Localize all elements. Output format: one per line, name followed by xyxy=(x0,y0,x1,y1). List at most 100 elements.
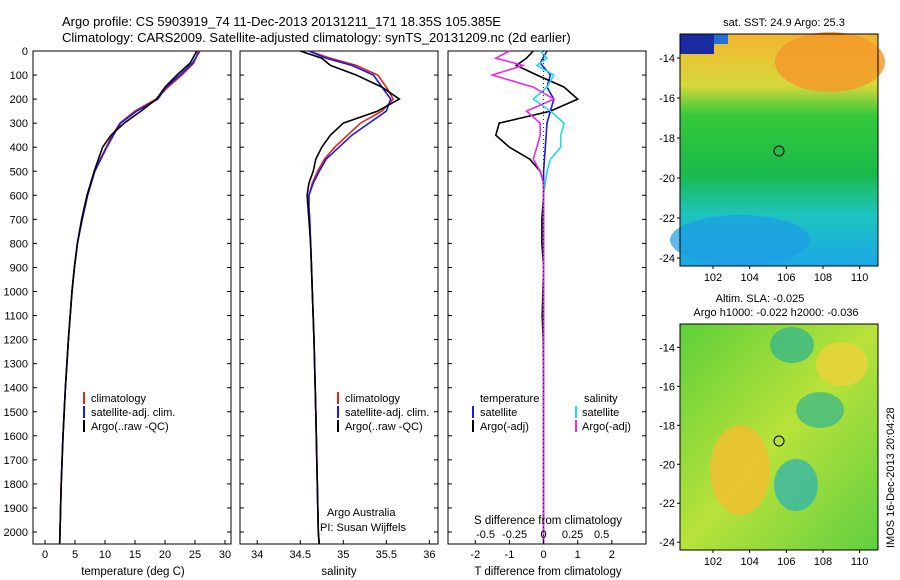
lat-tick-label: -24 xyxy=(659,537,675,549)
depth-tick-label: 100 xyxy=(10,70,28,82)
legend-temperature-title: temperature xyxy=(480,393,539,405)
lon-tick-label: 110 xyxy=(851,272,869,284)
lon-tick-label: 110 xyxy=(851,556,869,568)
salinity-profiles xyxy=(300,50,401,545)
depth-axis: 0 100 200 300 400 500 600 700 800 900 1000 1100 1200… xyxy=(4,46,646,539)
lon-tick-label: 102 xyxy=(704,272,722,284)
difference-profiles xyxy=(489,50,580,544)
sla-map xyxy=(679,323,879,551)
salinity-legend: climatology satellite-adj. clim. Argo(..… xyxy=(337,392,429,433)
x-tick-label: 35 xyxy=(337,549,349,561)
sla-map-title2: Argo h1000: -0.022 h2000: -0.036 xyxy=(693,307,858,319)
depth-tick-label: 900 xyxy=(10,262,28,274)
x-tick-label: 30 xyxy=(219,549,231,561)
lon-tick-label: 106 xyxy=(777,556,795,568)
header-line2: Climatology: CARS2009. Satellite-adjuste… xyxy=(62,30,571,45)
legend-s-satellite-label: satellite xyxy=(582,407,619,419)
legend-climatology-label: climatology xyxy=(345,393,401,405)
x-tick-label: 35.5 xyxy=(376,549,397,561)
depth-tick-label: 2000 xyxy=(4,527,28,539)
profile-line-2 xyxy=(58,50,198,545)
temperature-xticks: 0 5 10 15 20 25 30 xyxy=(42,540,231,561)
profile-line-1 xyxy=(308,50,392,545)
depth-tick-label: 1700 xyxy=(4,455,28,467)
depth-tick-label: 300 xyxy=(10,118,28,130)
sst-cold-corner xyxy=(680,34,714,54)
credit-line1: Argo Australia xyxy=(327,507,396,519)
depth-tick-label: 200 xyxy=(10,94,28,106)
header-line1: Argo profile: CS 5903919_74 11-Dec-2013 … xyxy=(62,14,501,29)
depth-tick-label: 1100 xyxy=(4,311,28,323)
lat-tick-label: -22 xyxy=(659,213,675,225)
depth-tick-label: 1500 xyxy=(4,407,28,419)
legend-satellite-label: satellite-adj. clim. xyxy=(345,407,429,419)
profile-line-1 xyxy=(58,50,201,545)
x-tick-label: 1 xyxy=(575,549,581,561)
lon-tick-label: 106 xyxy=(777,272,795,284)
x-tick-label: 34.5 xyxy=(290,549,311,561)
lat-tick-label: -16 xyxy=(659,93,675,105)
lat-tick-label: -18 xyxy=(659,133,675,145)
s-tick-label: 0.5 xyxy=(594,529,609,541)
depth-tick-label: 600 xyxy=(10,190,28,202)
depth-tick-label: 1200 xyxy=(4,335,28,347)
profile-line-0 xyxy=(58,50,200,545)
sst-cool-patch xyxy=(670,215,810,265)
depth-tick-label: 0 xyxy=(22,46,28,58)
sst-map-title: sat. SST: 24.9 Argo: 25.3 xyxy=(723,17,845,29)
depth-tick-label: 1300 xyxy=(4,359,28,371)
lon-tick-label: 104 xyxy=(740,272,758,284)
lon-tick-label: 108 xyxy=(814,556,832,568)
legend-salinity-title: salinity xyxy=(584,393,618,405)
profile-line-3 xyxy=(489,50,556,544)
lat-tick-label: -22 xyxy=(659,498,675,510)
diff-t-xlabel: T difference from climatology xyxy=(474,566,621,578)
x-tick-label: -2 xyxy=(470,549,480,561)
diff-s-xticks: -0.5 -0.25 0 0.25 0.5 xyxy=(476,529,609,541)
x-tick-label: 10 xyxy=(99,549,111,561)
s-tick-label: -0.25 xyxy=(502,529,527,541)
sla-low-patch xyxy=(796,392,844,428)
depth-tick-label: 800 xyxy=(10,238,28,250)
lat-tick-label: -18 xyxy=(659,420,675,432)
legend-t-argo-label: Argo(-adj) xyxy=(480,421,529,433)
depth-tick-label: 1600 xyxy=(4,431,28,443)
sla-map-title1: Altim. SLA: -0.025 xyxy=(716,293,805,305)
legend-t-satellite-label: satellite xyxy=(480,407,517,419)
profile-line-1 xyxy=(494,50,580,544)
temperature-profiles xyxy=(58,50,201,545)
depth-tick-label: 700 xyxy=(10,214,28,226)
profile-line-2 xyxy=(300,50,401,545)
depth-tick-label: 1900 xyxy=(4,503,28,515)
x-tick-label: 34 xyxy=(251,549,263,561)
lat-tick-label: -20 xyxy=(659,459,675,471)
salinity-panel-frame xyxy=(239,50,439,545)
legend-s-argo-label: Argo(-adj) xyxy=(582,421,631,433)
x-tick-label: 36 xyxy=(423,549,435,561)
profile-line-0 xyxy=(308,50,395,545)
lon-tick-label: 108 xyxy=(814,272,832,284)
depth-tick-label: 400 xyxy=(10,142,28,154)
sla-map-frame xyxy=(679,323,879,551)
x-tick-label: 0 xyxy=(42,549,48,561)
diff-t-xticks: -2 -1 0 1 2 xyxy=(470,540,615,561)
sst-warm-patch xyxy=(775,32,885,92)
lat-tick-label: -24 xyxy=(659,253,675,265)
x-tick-label: 20 xyxy=(159,549,171,561)
x-tick-label: 15 xyxy=(129,549,141,561)
sst-map-frame xyxy=(679,33,879,267)
sst-map-axes: -14 -16 -18 -20 -22 -24 102 104 106 108 110 xyxy=(659,53,868,284)
depth-tick-label: 500 xyxy=(10,166,28,178)
lat-tick-label: -14 xyxy=(659,342,675,354)
salinity-xlabel: salinity xyxy=(321,566,356,578)
profile-line-2 xyxy=(532,50,566,544)
imos-timestamp: IMOS 16-Dec-2013 20:04:28 xyxy=(885,407,897,548)
x-tick-label: 5 xyxy=(72,549,78,561)
x-tick-label: -1 xyxy=(505,549,515,561)
sla-map-axes: -14 -16 -18 -20 -22 -24 102 104 106 108 110 xyxy=(659,342,868,568)
x-tick-label: 25 xyxy=(189,549,201,561)
legend-climatology-label: climatology xyxy=(91,393,147,405)
salinity-xticks: 34 34.5 35 35.5 36 xyxy=(251,540,436,561)
depth-tick-label: 1400 xyxy=(4,383,28,395)
diff-s-label: S difference from climatology xyxy=(474,515,622,527)
